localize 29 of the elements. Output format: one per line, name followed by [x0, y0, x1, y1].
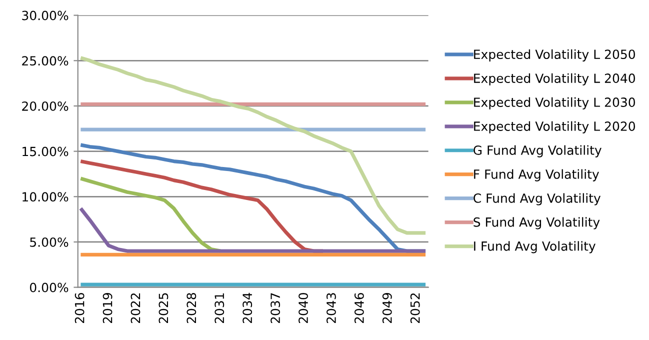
x-tick-label: 2046 — [354, 292, 364, 324]
y-tick-label: 15.00% — [22, 146, 68, 156]
y-tick-label: 20.00% — [22, 101, 68, 111]
x-tick-label: 2028 — [186, 293, 196, 324]
x-tick-label: 2043 — [326, 293, 336, 324]
legend-label: C Fund Avg Volatility — [474, 193, 601, 206]
x-tick-label: 2037 — [270, 293, 280, 324]
y-tick-label: 30.00% — [22, 10, 68, 20]
x-tick-label: 2031 — [214, 293, 224, 324]
legend-label: G Fund Avg Volatility — [474, 145, 602, 158]
x-tick-label: 2019 — [102, 293, 112, 324]
x-tick-label: 2034 — [242, 292, 252, 324]
x-tick-label: 2016 — [74, 292, 84, 324]
x-tick-label: 2022 — [130, 293, 140, 324]
y-tick-label: 5.00% — [30, 237, 68, 247]
x-tick-label: 2040 — [298, 292, 308, 324]
legend-label: F Fund Avg Volatility — [474, 169, 599, 182]
legend-label: I Fund Avg Volatility — [474, 241, 596, 254]
legend-label: Expected Volatility L 2030 — [474, 97, 636, 110]
x-tick-label: 2025 — [158, 293, 168, 324]
legend-label: Expected Volatility L 2050 — [474, 49, 636, 62]
x-tick-label: 2052 — [410, 293, 420, 324]
x-tick-label: 2049 — [382, 293, 392, 324]
legend-label: S Fund Avg Volatility — [474, 217, 600, 230]
y-tick-label: 0.00% — [30, 282, 68, 292]
y-tick-label: 25.00% — [22, 56, 68, 66]
legend-label: Expected Volatility L 2040 — [474, 73, 636, 86]
y-tick-label: 10.00% — [22, 192, 68, 202]
legend-label: Expected Volatility L 2020 — [474, 121, 636, 134]
